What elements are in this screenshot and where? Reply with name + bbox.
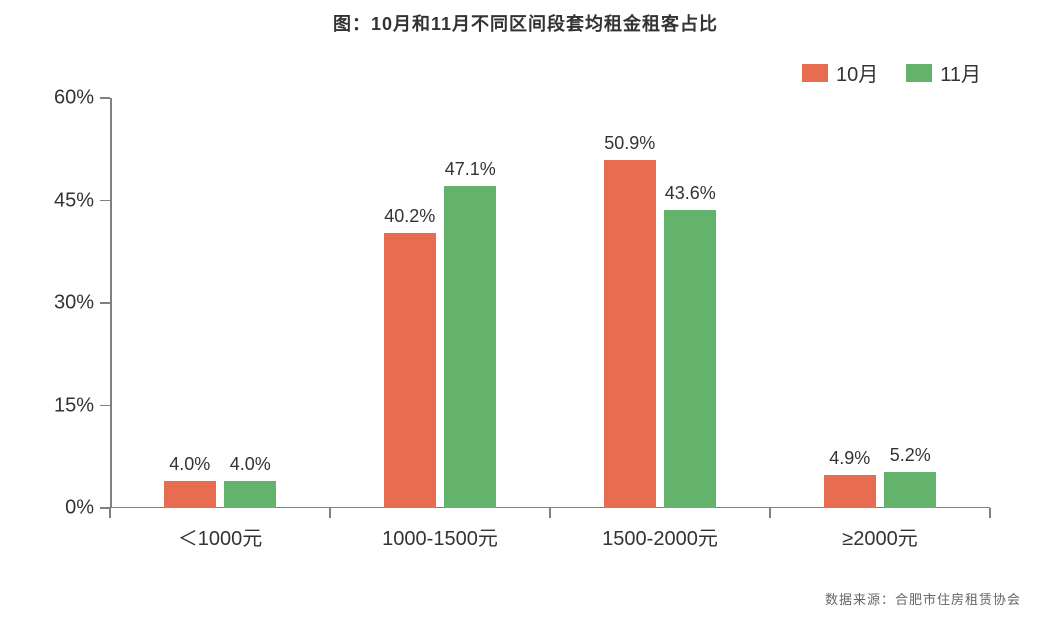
- y-axis-line: [110, 98, 112, 508]
- y-axis-label: 0%: [65, 497, 94, 520]
- legend: 10月 11月: [802, 58, 981, 87]
- y-tick: [100, 200, 110, 202]
- x-tick: [989, 508, 991, 518]
- plot-area: 0%15%30%45%60%＜1000元1000-1500元1500-2000元…: [110, 98, 990, 508]
- legend-swatch-oct: [802, 64, 828, 82]
- bar-11月-1: 47.1%: [444, 186, 496, 508]
- data-source-credit: 数据来源：合肥市住房租赁协会: [825, 589, 1021, 608]
- x-axis-label: 1500-2000元: [602, 522, 718, 551]
- x-axis-label: ≥2000元: [842, 522, 917, 551]
- x-tick: [329, 508, 331, 518]
- bar-value-label: 40.2%: [384, 206, 435, 227]
- bar-value-label: 4.0%: [169, 454, 210, 475]
- bar-11月-0: 4.0%: [224, 481, 276, 508]
- bar-value-label: 43.6%: [665, 183, 716, 204]
- bar-11月-3: 5.2%: [884, 472, 936, 508]
- bar-value-label: 50.9%: [604, 133, 655, 154]
- bar-value-label: 5.2%: [890, 445, 931, 466]
- x-axis-label: ＜1000元: [178, 522, 263, 551]
- bar-10月-0: 4.0%: [164, 481, 216, 508]
- y-tick: [100, 97, 110, 99]
- bar-value-label: 4.0%: [230, 454, 271, 475]
- legend-item-oct: 10月: [802, 58, 878, 87]
- bar-value-label: 4.9%: [829, 448, 870, 469]
- legend-swatch-nov: [906, 64, 932, 82]
- x-tick: [549, 508, 551, 518]
- y-axis-label: 60%: [54, 87, 94, 110]
- x-axis-label: 1000-1500元: [382, 522, 498, 551]
- legend-label-nov: 11月: [940, 58, 981, 87]
- bar-10月-2: 50.9%: [604, 160, 656, 508]
- y-axis-label: 30%: [54, 292, 94, 315]
- bar-10月-3: 4.9%: [824, 475, 876, 508]
- x-tick: [109, 508, 111, 518]
- y-axis-label: 45%: [54, 189, 94, 212]
- legend-label-oct: 10月: [836, 58, 878, 87]
- y-tick: [100, 405, 110, 407]
- bar-value-label: 47.1%: [445, 159, 496, 180]
- bar-11月-2: 43.6%: [664, 210, 716, 508]
- bar-10月-1: 40.2%: [384, 233, 436, 508]
- chart-title: 图：10月和11月不同区间段套均租金租客占比: [0, 0, 1051, 36]
- y-tick: [100, 302, 110, 304]
- y-axis-label: 15%: [54, 394, 94, 417]
- x-tick: [769, 508, 771, 518]
- legend-item-nov: 11月: [906, 58, 981, 87]
